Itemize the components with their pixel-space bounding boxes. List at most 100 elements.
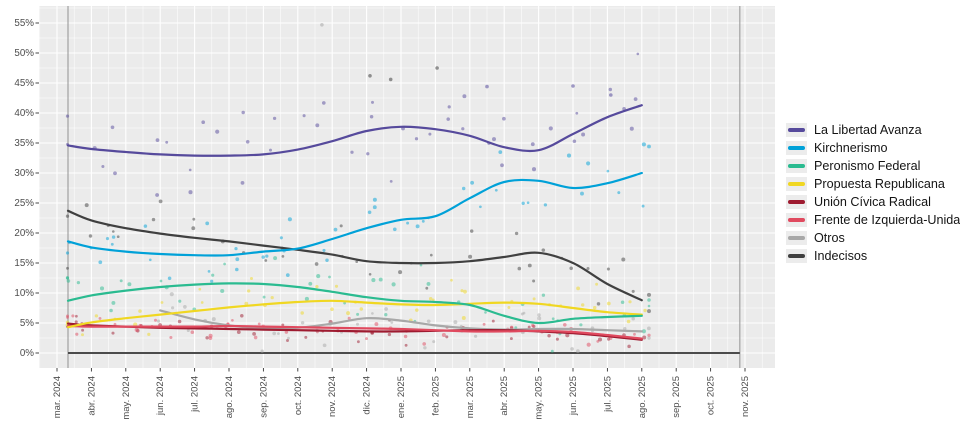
scatter-point (530, 142, 535, 147)
scatter-point (322, 343, 327, 348)
y-tick-label: 0% (20, 348, 34, 359)
scatter-point (522, 311, 526, 315)
scatter-point (75, 332, 79, 336)
scatter-point (105, 237, 110, 241)
legend-key-chip (786, 141, 807, 155)
scatter-point (253, 335, 258, 340)
scatter-point (71, 314, 75, 318)
scatter-point (392, 227, 397, 232)
scatter-point (403, 334, 408, 339)
scatter-point (628, 300, 632, 304)
scatter-point (391, 282, 396, 287)
scatter-point (231, 318, 234, 322)
scatter-point (272, 116, 277, 121)
scatter-point (315, 284, 319, 289)
scatter-point (446, 117, 450, 121)
scatter-point (265, 254, 269, 258)
scatter-point (325, 258, 329, 262)
x-tick-label: jul. 2024 (190, 376, 201, 413)
x-tick-label: ago. 2024 (224, 376, 235, 418)
scatter-point (147, 332, 151, 337)
scatter-point (531, 323, 535, 328)
scatter-point (586, 342, 591, 347)
legend-color-swatch (788, 182, 805, 186)
scatter-point (235, 267, 239, 272)
scatter-point (188, 168, 192, 172)
scatter-point (65, 214, 70, 218)
scatter-point (155, 138, 160, 142)
scatter-point (159, 279, 163, 283)
scatter-point (109, 308, 113, 313)
scatter-point (260, 349, 264, 353)
scatter-point (304, 335, 308, 339)
scatter-point (462, 94, 467, 99)
scatter-point (192, 217, 196, 221)
scatter-point (414, 137, 419, 141)
scatter-point (269, 148, 272, 152)
scatter-point (76, 280, 81, 285)
scatter-point (99, 286, 105, 291)
x-tick-label: abr. 2025 (499, 376, 510, 416)
x-tick-label: oct. 2025 (706, 376, 717, 415)
x-tick-label: mar. 2025 (465, 376, 476, 418)
scatter-point (633, 97, 638, 101)
scatter-point (629, 126, 634, 131)
legend-item-propuesta-republicana: Propuesta Republicana (786, 175, 960, 193)
scatter-point (198, 287, 202, 291)
scatter-point (191, 226, 196, 231)
x-tick-label: may. 2024 (121, 376, 132, 420)
scatter-point (277, 332, 280, 335)
scatter-point (450, 278, 453, 282)
scatter-point (300, 321, 305, 325)
scatter-point (210, 279, 214, 283)
scatter-point (249, 276, 254, 281)
legend-color-swatch (788, 146, 805, 150)
scatter-point (547, 333, 551, 338)
scatter-point (98, 260, 103, 265)
scatter-point (330, 307, 334, 312)
scatter-point (244, 301, 249, 306)
scatter-point (368, 273, 372, 276)
scatter-point (279, 236, 283, 240)
scatter-point (171, 306, 175, 310)
scatter-point (527, 325, 531, 329)
scatter-point (273, 256, 278, 261)
scatter-point (138, 309, 142, 313)
scatter-point (626, 319, 631, 324)
scatter-point (514, 231, 519, 236)
scatter-point (426, 281, 431, 286)
scatter-point (111, 300, 116, 305)
scatter-point (406, 221, 410, 225)
scatter-point (498, 150, 503, 154)
scatter-point (355, 260, 359, 264)
scatter-point (84, 203, 89, 208)
scatter-point (566, 153, 572, 158)
scatter-point (143, 224, 148, 228)
y-tick-label: 30% (14, 168, 34, 179)
scatter-point (153, 318, 158, 322)
scatter-point (541, 293, 546, 297)
scatter-point (257, 322, 261, 326)
trend-line-peronismo-federal (66, 282, 643, 325)
legend-key-chip (786, 213, 807, 227)
scatter-point (419, 263, 423, 267)
scatter-point (287, 217, 292, 222)
scatter-point (111, 235, 116, 239)
scatter-point (252, 332, 256, 336)
scatter-point (421, 219, 425, 223)
scatter-point (65, 314, 70, 318)
scatter-point (646, 292, 652, 297)
scatter-point (356, 322, 359, 326)
scatter-point (285, 273, 290, 277)
scatter-point (576, 349, 580, 354)
scatter-point-outlier (320, 23, 324, 27)
scatter-point (606, 169, 610, 173)
scatter-point (631, 289, 635, 293)
scatter-point (461, 186, 466, 191)
scatter-point (160, 301, 164, 304)
scatter-point (333, 227, 338, 232)
scatter-point (236, 330, 241, 334)
scatter-point (151, 217, 156, 222)
